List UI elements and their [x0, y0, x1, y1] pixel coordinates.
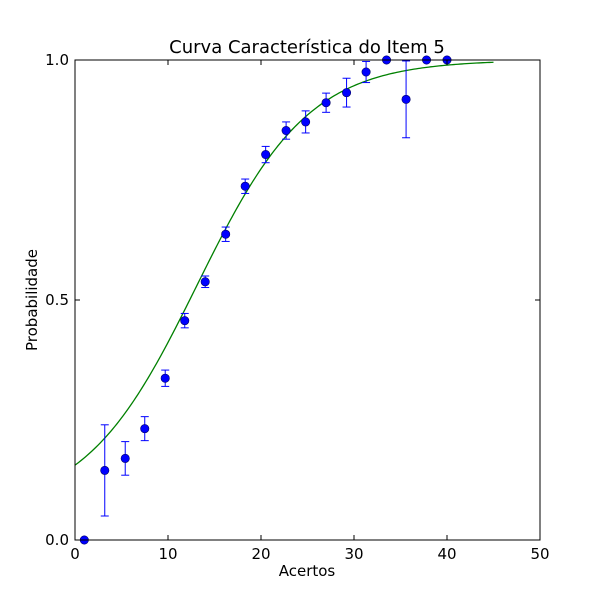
y-axis-label: Probabilidade	[23, 249, 41, 351]
data-point	[281, 126, 291, 136]
data-point	[200, 277, 210, 287]
plot-area: 0 10 20 30 40 50 0.0 0.5 1.0	[45, 51, 549, 563]
data-point	[160, 373, 170, 383]
x-tick-label: 30	[344, 545, 363, 563]
y-tick-label: 0.5	[45, 291, 69, 309]
y-tick-label: 0.0	[45, 531, 69, 549]
data-point	[361, 67, 371, 77]
data-point	[401, 94, 411, 104]
x-tick-label: 50	[530, 545, 549, 563]
y-tick-label: 1.0	[45, 51, 69, 69]
data-point	[261, 150, 271, 160]
data-point	[240, 181, 250, 191]
data-point	[221, 229, 231, 239]
x-tick-label: 10	[158, 545, 177, 563]
data-point	[180, 316, 190, 326]
data-point	[120, 453, 130, 463]
data-point	[301, 117, 311, 127]
data-point	[140, 424, 150, 434]
data-point	[100, 465, 110, 475]
data-point	[321, 98, 331, 108]
x-tick-label: 0	[70, 545, 80, 563]
x-tick-label: 20	[251, 545, 270, 563]
chart-title: Curva Característica do Item 5	[169, 37, 445, 58]
fitted-curve	[74, 61, 494, 466]
x-tick-label: 40	[437, 545, 456, 563]
x-axis-label: Acertos	[279, 562, 336, 580]
data-point	[342, 88, 352, 98]
